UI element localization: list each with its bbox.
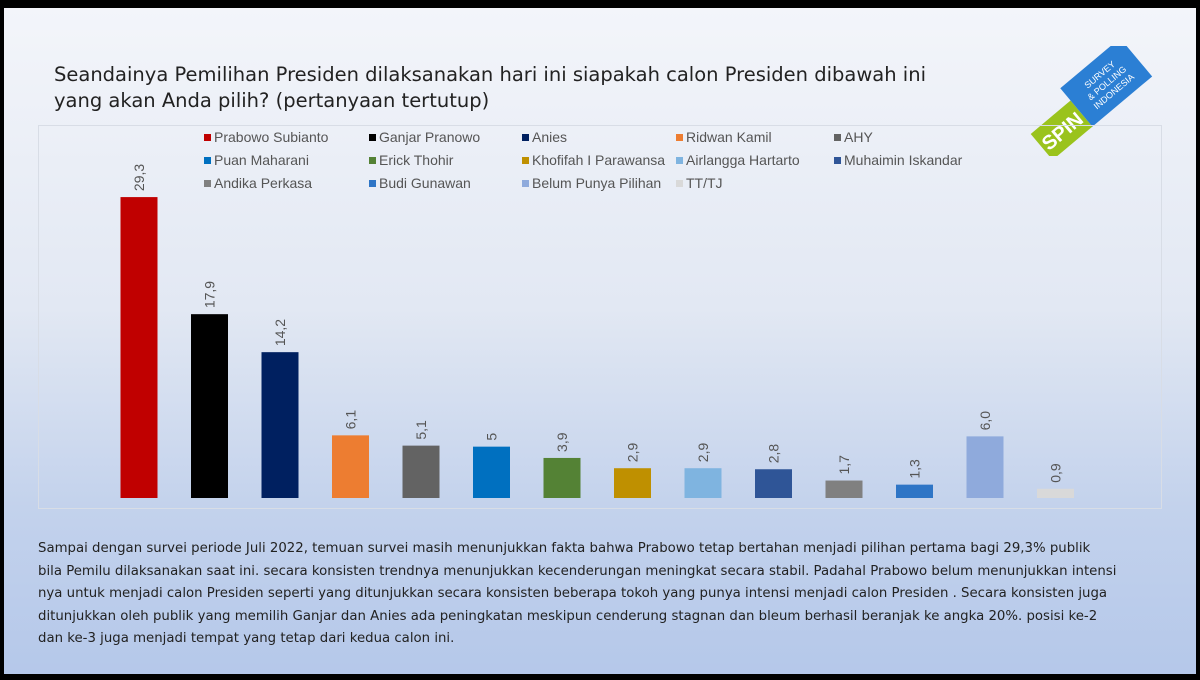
legend-label: Airlangga Hartarto xyxy=(686,152,800,168)
paragraph-line: dan ke-3 juga menjadi tempat yang tetap … xyxy=(38,631,455,646)
data-label: 3,9 xyxy=(554,432,570,452)
data-label: 2,9 xyxy=(695,443,711,463)
data-label: 0,9 xyxy=(1048,463,1064,483)
legend-item: Ganjar Pranowo xyxy=(369,129,480,145)
bar xyxy=(191,314,228,498)
paragraph-line: nya untuk menjadi calon Presiden seperti… xyxy=(38,586,1108,601)
legend-swatch xyxy=(834,156,841,164)
legend-swatch xyxy=(204,156,211,164)
legend-item: Anies xyxy=(522,129,567,145)
title-line: yang akan Anda pilih? (pertanyaan tertut… xyxy=(54,89,490,112)
data-label: 17,9 xyxy=(202,281,218,308)
data-label: 6,1 xyxy=(343,410,359,430)
legend-item: Ridwan Kamil xyxy=(676,129,772,145)
legend-swatch xyxy=(204,179,211,187)
legend-item: AHY xyxy=(834,129,873,145)
legend-swatch xyxy=(834,133,841,141)
chart-title: Seandainya Pemilihan Presiden dilaksanak… xyxy=(54,62,974,114)
legend-label: Erick Thohir xyxy=(379,152,454,168)
bar xyxy=(332,435,369,498)
bar xyxy=(684,468,722,498)
paragraph-line: ditunjukkan oleh publik yang memilih Gan… xyxy=(38,608,1098,624)
legend-swatch xyxy=(522,133,529,141)
legend-swatch xyxy=(369,179,376,187)
bar xyxy=(614,468,651,498)
legend-label: Puan Maharani xyxy=(214,152,309,168)
legend-item: Andika Perkasa xyxy=(204,175,312,191)
bar xyxy=(896,484,933,498)
legend-label: TT/TJ xyxy=(686,175,723,191)
data-label: 1,7 xyxy=(836,455,852,475)
legend-label: Belum Punya Pilihan xyxy=(532,175,662,191)
legend-swatch xyxy=(522,179,529,187)
legend-swatch xyxy=(522,156,529,164)
legend-item: Muhaimin Iskandar xyxy=(834,152,962,168)
legend-label: Prabowo Subianto xyxy=(214,129,329,145)
data-label: 6,0 xyxy=(977,411,993,431)
bar xyxy=(402,445,440,498)
legend-item: Prabowo Subianto xyxy=(204,129,328,145)
legend-label: Khofifah I Parawansa xyxy=(532,152,666,168)
bar xyxy=(755,469,792,498)
data-label: 14,2 xyxy=(272,319,288,346)
legend-swatch xyxy=(676,156,683,164)
legend-item: Khofifah I Parawansa xyxy=(522,152,665,168)
legend-label: Andika Perkasa xyxy=(214,175,313,191)
paragraph-line: Sampai dengan survei periode Juli 2022, … xyxy=(38,541,1091,556)
legend-item: Puan Maharani xyxy=(204,152,309,168)
legend-label: AHY xyxy=(844,129,873,145)
legend-swatch xyxy=(204,133,211,141)
data-label: 29,3 xyxy=(131,164,147,191)
title-line: Seandainya Pemilihan Presiden dilaksanak… xyxy=(54,63,926,86)
bar xyxy=(825,480,863,498)
legend-label: Muhaimin Iskandar xyxy=(844,152,963,168)
data-label: 2,9 xyxy=(625,443,641,463)
legend-item: Erick Thohir xyxy=(369,152,453,168)
legend-item: TT/TJ xyxy=(676,175,723,191)
data-label: 2,8 xyxy=(766,444,782,464)
bar xyxy=(543,457,581,498)
legend-swatch xyxy=(369,156,376,164)
description-paragraph: Sampai dengan survei periode Juli 2022, … xyxy=(38,538,1116,651)
legend-item: Airlangga Hartarto xyxy=(676,152,800,168)
bar xyxy=(473,446,510,498)
paragraph-line: bila Pemilu dilaksanakan saat ini. secar… xyxy=(38,563,1117,579)
data-label: 1,3 xyxy=(907,459,923,479)
bar xyxy=(120,197,158,499)
legend-label: Ganjar Pranowo xyxy=(379,129,481,145)
chart-plot-area xyxy=(38,125,1162,509)
legend-label: Anies xyxy=(532,129,568,145)
legend-item: Belum Punya Pilihan xyxy=(522,175,661,191)
legend-swatch xyxy=(676,133,683,141)
legend-item: Budi Gunawan xyxy=(369,175,471,191)
bar xyxy=(1037,488,1074,498)
bar xyxy=(966,436,1004,498)
data-label: 5 xyxy=(484,433,500,441)
data-label: 5,1 xyxy=(413,420,429,440)
bar xyxy=(261,352,299,498)
legend-label: Budi Gunawan xyxy=(379,175,471,191)
spin-logo: SPIN SURVEY & POLLING INDONESIA xyxy=(1030,46,1153,156)
legend-swatch xyxy=(676,179,683,187)
legend-swatch xyxy=(369,133,376,141)
legend-label: Ridwan Kamil xyxy=(686,129,772,145)
